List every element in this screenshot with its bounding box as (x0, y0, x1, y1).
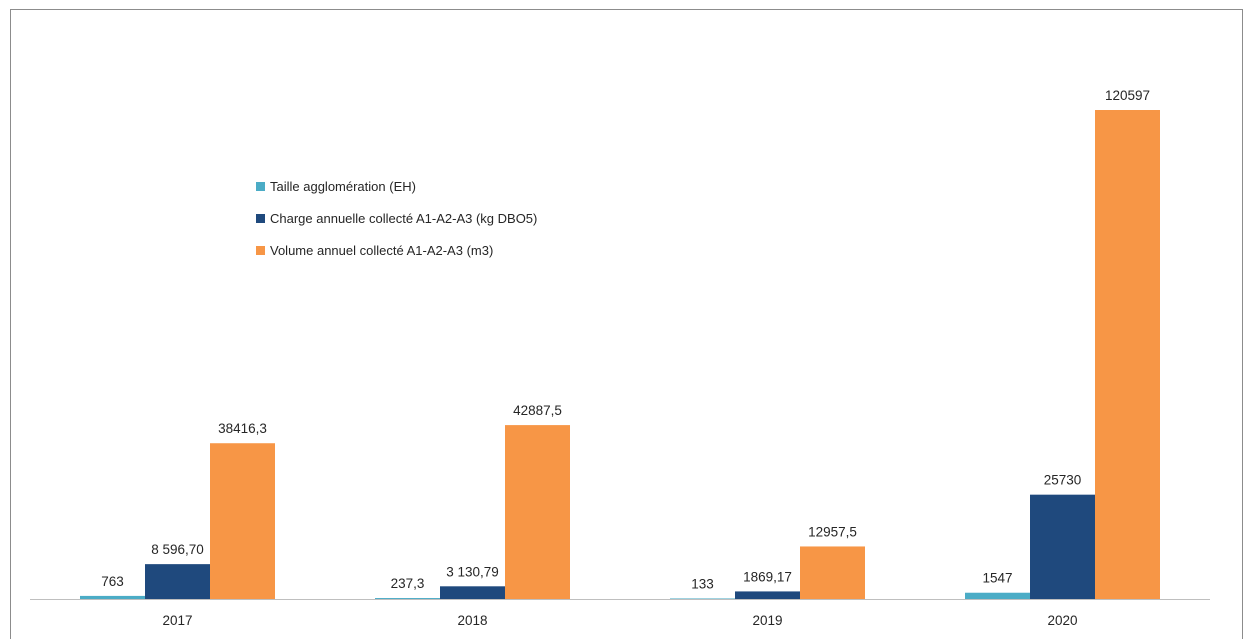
legend-label-charge: Charge annuelle collecté A1-A2-A3 (kg DB… (270, 210, 538, 226)
data-label-2019-series-3: 12957,5 (808, 524, 857, 539)
legend-label-volume: Volume annuel collecté A1-A2-A3 (m3) (270, 242, 494, 258)
bar-2017-series-1 (80, 595, 145, 599)
bar-2018-series-3 (505, 425, 570, 599)
bar-2020-series-2 (1030, 494, 1095, 599)
data-label-2020-series-2: 25730 (1044, 473, 1082, 488)
x-tick-labels-layer: 2017 2018 2019 2020 (162, 613, 1077, 628)
legend: Taille agglomération (EH) Charge annuell… (256, 170, 537, 266)
legend-item-charge: Charge annuelle collecté A1-A2-A3 (kg DB… (256, 202, 537, 234)
legend-item-volume: Volume annuel collecté A1-A2-A3 (m3) (256, 234, 537, 266)
data-label-2018-series-1: 237,3 (391, 576, 425, 591)
legend-item-taille: Taille agglomération (EH) (256, 170, 537, 202)
legend-swatch-taille (256, 181, 265, 191)
data-label-2020-series-3: 120597 (1105, 88, 1150, 103)
data-label-2020-series-1: 1547 (982, 571, 1012, 586)
bar-2019-series-1 (670, 598, 735, 599)
bar-2019-series-3 (800, 546, 865, 599)
data-label-2019-series-1: 133 (691, 576, 714, 591)
bar-2017-series-3 (210, 443, 275, 599)
legend-label-taille: Taille agglomération (EH) (270, 178, 416, 194)
x-tick-label-2019: 2019 (752, 613, 782, 628)
data-label-2019-series-2: 1869,17 (743, 569, 792, 584)
data-label-2017-series-2: 8 596,70 (151, 542, 204, 557)
bar-2017-series-2 (145, 564, 210, 599)
bar-2020-series-3 (1095, 110, 1160, 599)
bar-2020-series-1 (965, 592, 1030, 599)
data-label-2017-series-1: 763 (101, 574, 124, 589)
legend-swatch-volume (256, 245, 265, 255)
data-label-2018-series-3: 42887,5 (513, 403, 562, 418)
bar-2018-series-1 (375, 598, 440, 599)
data-label-2018-series-2: 3 130,79 (446, 564, 499, 579)
x-tick-label-2017: 2017 (162, 613, 192, 628)
bars-layer (80, 110, 1160, 599)
bar-2018-series-2 (440, 586, 505, 599)
data-label-2017-series-3: 38416,3 (218, 421, 267, 436)
x-tick-label-2018: 2018 (457, 613, 487, 628)
data-labels-layer: 763 8 596,70 38416,3 237,3 3 130,79 42887,5 13… (101, 88, 1150, 591)
x-tick-label-2020: 2020 (1047, 613, 1077, 628)
bar-2019-series-2 (735, 591, 800, 599)
legend-swatch-charge (256, 213, 265, 223)
